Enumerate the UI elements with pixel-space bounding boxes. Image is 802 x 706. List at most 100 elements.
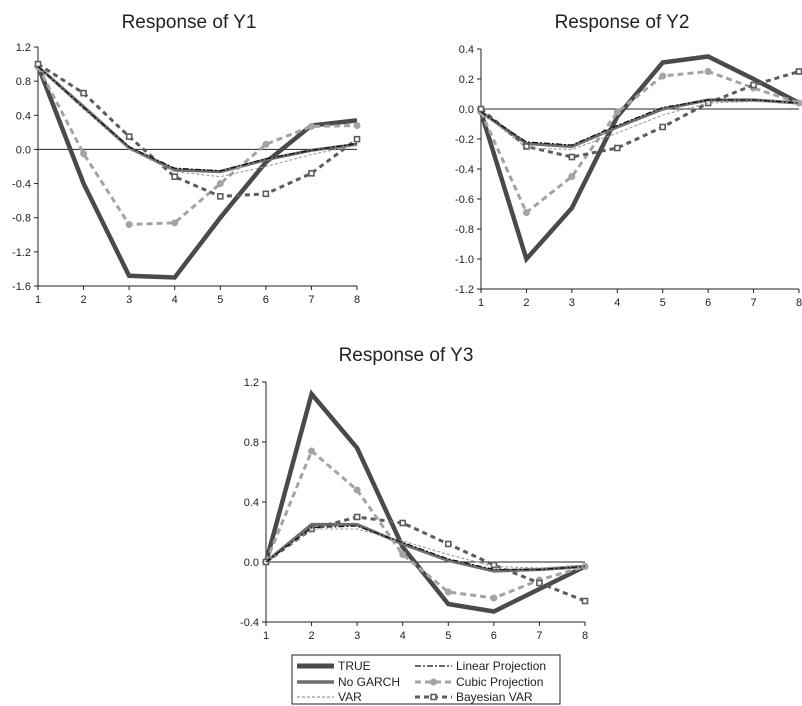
legend-label-bayesian-var: Bayesian VAR bbox=[456, 690, 533, 704]
data-point-bayesian-var bbox=[171, 173, 179, 181]
series-line-no-garch bbox=[480, 98, 800, 149]
data-point-bayesian-var bbox=[399, 519, 407, 527]
series-line-bayesian-var bbox=[37, 62, 358, 198]
series-line-var bbox=[480, 100, 800, 151]
panel-title-y1: Response of Y1 bbox=[122, 12, 257, 33]
data-point-bayesian-var bbox=[80, 89, 87, 97]
data-point-cubic-projection bbox=[568, 173, 576, 180]
x-tick-label: 4 bbox=[172, 294, 178, 306]
series-line-cubic-projection bbox=[479, 69, 800, 215]
data-point-bayesian-var bbox=[750, 81, 757, 89]
data-point-cubic-projection bbox=[216, 180, 224, 188]
legend: TRUE No GARCH VAR Linear Projection Cubi… bbox=[291, 654, 561, 705]
y-tick-label: 1.2 bbox=[16, 42, 31, 54]
x-tick-label: 4 bbox=[614, 297, 620, 309]
data-point-bayesian-var bbox=[613, 144, 621, 152]
y-tick-label: -1.0 bbox=[455, 254, 474, 266]
y-tick-label: -0.8 bbox=[12, 213, 31, 225]
data-point-cubic-projection bbox=[613, 108, 621, 116]
x-tick-label: 5 bbox=[660, 297, 666, 309]
data-point-bayesian-var bbox=[216, 193, 224, 200]
y-tick-label: -1.2 bbox=[12, 247, 31, 259]
legend-label-no-garch: No GARCH bbox=[338, 675, 400, 689]
panel-title-y3: Response of Y3 bbox=[339, 345, 474, 366]
legend-item-bayesian-var: Bayesian VAR bbox=[415, 690, 533, 704]
series-line-var bbox=[37, 67, 358, 178]
data-point-cubic-projection bbox=[125, 221, 133, 229]
data-point-cubic-projection bbox=[80, 150, 88, 158]
x-tick-label: 8 bbox=[582, 630, 588, 642]
data-point-cubic-projection bbox=[490, 594, 498, 602]
x-tick-label: 2 bbox=[523, 297, 529, 309]
panel-response-y3: Response of Y3 1.2 0.8 0.4 0.0 -0.4 1 2 3 4 5 6 7 8 bbox=[240, 345, 589, 642]
y-tick-label: -0.4 bbox=[240, 617, 259, 629]
legend-marker-bayesian-var bbox=[430, 693, 437, 701]
data-point-bayesian-var bbox=[353, 135, 361, 143]
x-tick-label: 1 bbox=[478, 297, 484, 309]
y-tick-label: -1.6 bbox=[12, 281, 31, 293]
data-point-bayesian-var bbox=[490, 561, 498, 569]
legend-label-cubic-projection: Cubic Projection bbox=[456, 675, 543, 689]
legend-label-var: VAR bbox=[338, 690, 362, 704]
data-point-bayesian-var bbox=[308, 170, 315, 177]
y-tick-label: 0.8 bbox=[244, 437, 259, 449]
legend-item-var: VAR bbox=[297, 690, 362, 704]
x-tick-label: 7 bbox=[308, 294, 314, 306]
x-tick-label: 3 bbox=[354, 630, 360, 642]
data-point-bayesian-var bbox=[795, 68, 802, 75]
x-tick-label: 5 bbox=[445, 630, 451, 642]
series-line-true bbox=[478, 54, 801, 264]
panel-response-y1: Response of Y1 1.2 0.8 0.4 0.0 -0.4 -0.8 -1.2 -… bbox=[12, 12, 361, 306]
y-tick-label: 0.2 bbox=[459, 74, 474, 86]
y-tick-label: 0.0 bbox=[16, 144, 31, 156]
x-tick-label: 7 bbox=[536, 630, 542, 642]
y-tick-label: 0.0 bbox=[244, 557, 259, 569]
legend-item-linear-projection: Linear Projection bbox=[415, 659, 546, 673]
panel-title-y2: Response of Y2 bbox=[555, 12, 690, 33]
x-tick-label: 6 bbox=[263, 294, 269, 306]
data-point-bayesian-var bbox=[34, 60, 42, 68]
x-tick-label: 8 bbox=[354, 294, 360, 306]
y-tick-label: -0.4 bbox=[455, 164, 474, 176]
y-tick-label: -0.8 bbox=[455, 224, 474, 236]
data-point-bayesian-var bbox=[444, 540, 452, 548]
x-tick-label: 7 bbox=[751, 297, 757, 309]
x-tick-label: 5 bbox=[217, 294, 223, 306]
data-point-cubic-projection bbox=[522, 209, 530, 216]
data-point-bayesian-var bbox=[262, 190, 270, 198]
data-point-bayesian-var bbox=[581, 597, 589, 605]
y-tick-label: -0.2 bbox=[455, 134, 474, 146]
data-point-bayesian-var bbox=[353, 513, 361, 521]
x-tick-label: 1 bbox=[35, 294, 41, 306]
data-point-bayesian-var bbox=[568, 153, 576, 161]
data-point-bayesian-var bbox=[536, 579, 543, 587]
data-point-bayesian-var bbox=[477, 105, 485, 113]
series-line-linear-projection bbox=[37, 66, 358, 172]
series-line-true bbox=[35, 64, 358, 280]
y-tick-label: 0.0 bbox=[459, 104, 474, 116]
data-point-cubic-projection bbox=[659, 72, 667, 80]
y-tick-label: -0.6 bbox=[455, 194, 474, 206]
y-tick-label: 0.4 bbox=[459, 44, 474, 56]
data-point-cubic-projection bbox=[704, 68, 712, 75]
y-tick-label: 0.4 bbox=[16, 110, 31, 122]
x-tick-label: 6 bbox=[491, 630, 497, 642]
panel-response-y2: Response of Y2 0.4 0.2 0.0 -0.2 -0.4 -0.6 -0.8… bbox=[455, 12, 802, 309]
x-tick-label: 2 bbox=[309, 630, 315, 642]
x-tick-label: 8 bbox=[796, 297, 802, 309]
y-tick-label: 0.8 bbox=[16, 76, 31, 88]
legend-marker-cubic-projection bbox=[430, 678, 437, 686]
data-point-cubic-projection bbox=[353, 486, 361, 494]
data-point-bayesian-var bbox=[659, 123, 667, 131]
data-point-bayesian-var bbox=[125, 133, 133, 140]
series-line-linear-projection bbox=[480, 99, 800, 146]
data-point-cubic-projection bbox=[307, 122, 315, 130]
data-point-cubic-projection bbox=[444, 588, 452, 596]
series-line-true bbox=[263, 389, 586, 614]
series-line-cubic-projection bbox=[36, 65, 358, 227]
data-point-cubic-projection bbox=[171, 219, 179, 227]
data-point-cubic-projection bbox=[353, 122, 361, 130]
y-tick-label: 0.4 bbox=[244, 497, 259, 509]
x-tick-label: 2 bbox=[81, 294, 87, 306]
series-line-var bbox=[265, 528, 586, 569]
